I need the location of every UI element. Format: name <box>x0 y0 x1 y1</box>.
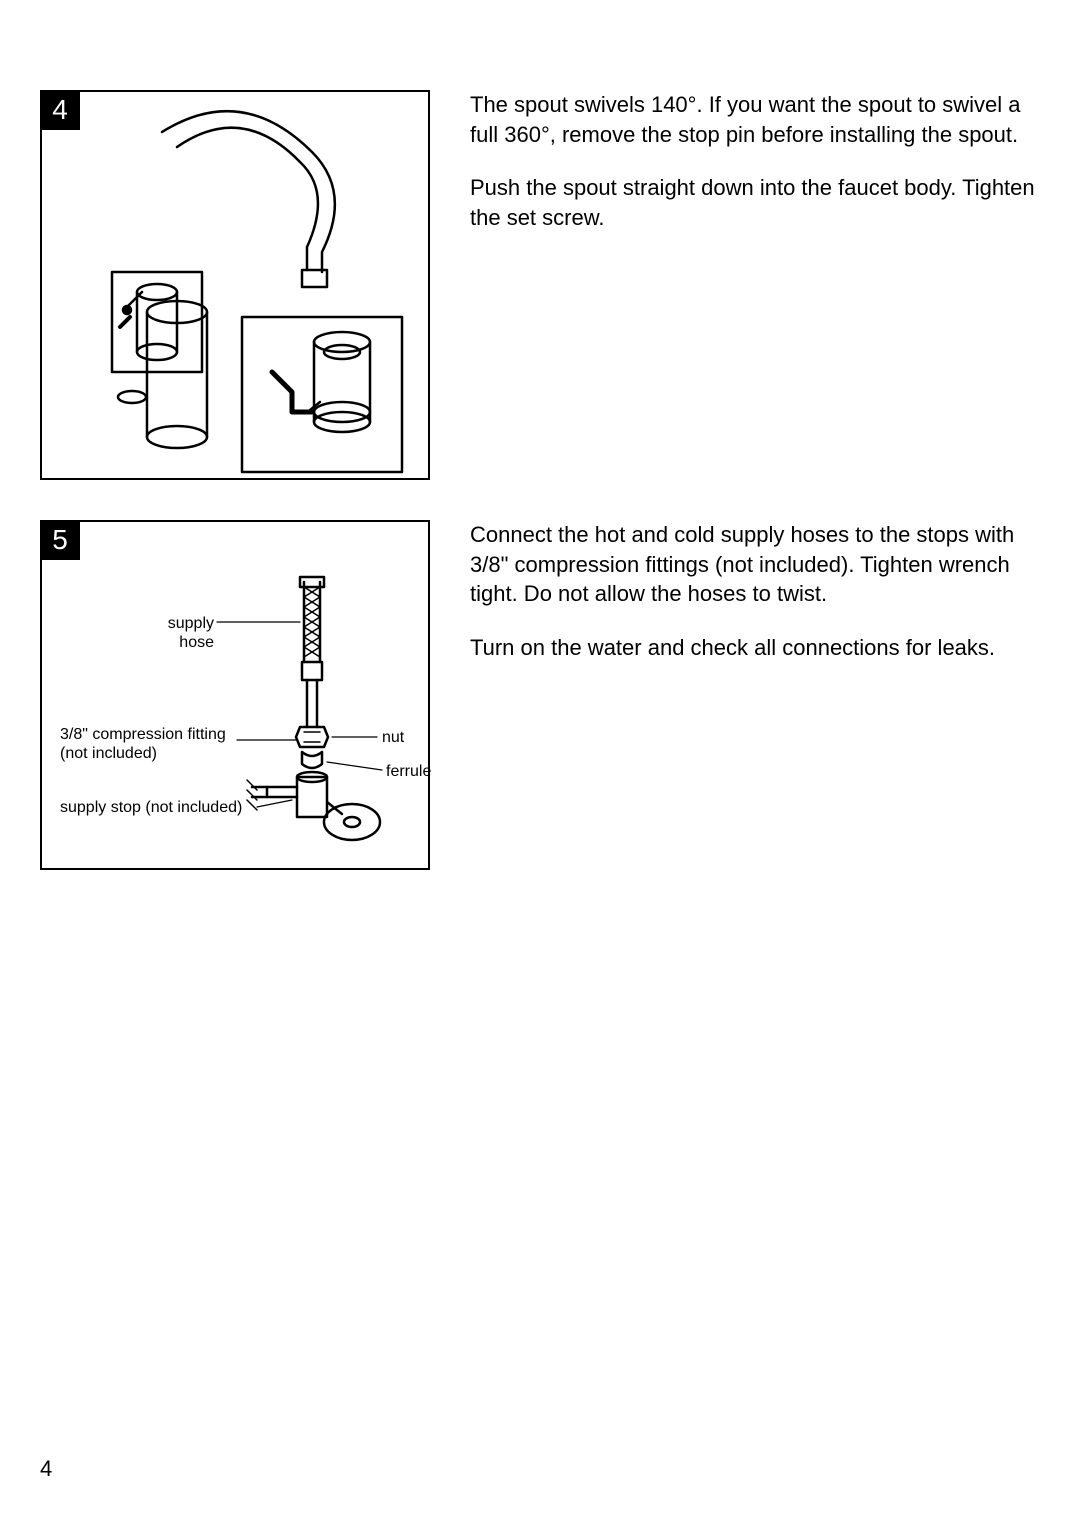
step-4: 4 <box>40 90 1040 480</box>
supply-diagram-icon <box>42 522 432 872</box>
figure-4: 4 <box>40 90 430 480</box>
step-5-p1: Connect the hot and cold supply hoses to… <box>470 520 1040 609</box>
step-4-p2: Push the spout straight down into the fa… <box>470 173 1040 232</box>
figure-5: 5 <box>40 520 430 870</box>
step-4-p1: The spout swivels 140°. If you want the … <box>470 90 1040 149</box>
step-badge: 4 <box>40 90 80 130</box>
label-ferrule: ferrule <box>386 762 431 781</box>
step-5-text: Connect the hot and cold supply hoses to… <box>470 520 1040 687</box>
label-supply-stop: supply stop (not included) <box>60 798 260 817</box>
step-badge: 5 <box>40 520 80 560</box>
label-nut: nut <box>382 728 404 747</box>
step-5-p2: Turn on the water and check all connecti… <box>470 633 1040 663</box>
step-4-text: The spout swivels 140°. If you want the … <box>470 90 1040 257</box>
label-compression-fitting: 3/8" compression fitting(not included) <box>60 725 240 763</box>
label-supply-hose: supply hose <box>152 614 214 652</box>
page-number: 4 <box>40 1456 52 1482</box>
faucet-diagram-icon <box>42 92 432 482</box>
step-5: 5 <box>40 520 1040 870</box>
